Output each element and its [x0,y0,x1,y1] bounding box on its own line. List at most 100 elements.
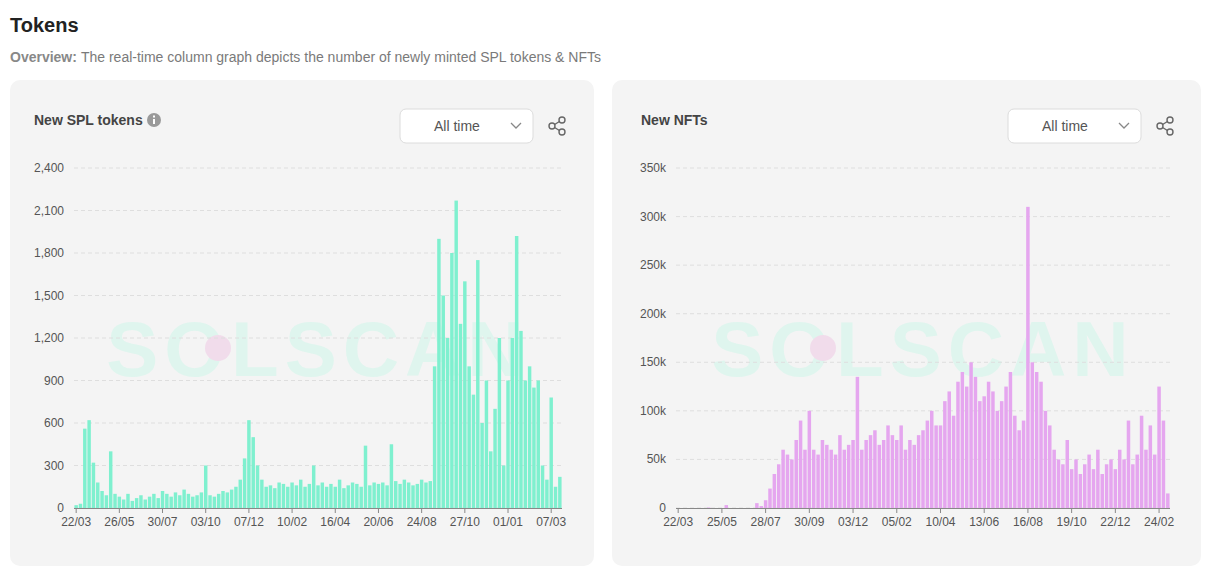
bar [939,425,942,508]
bar [195,495,198,508]
bar [1087,455,1090,508]
x-tick-label: 10/02 [277,515,307,529]
bar [790,459,793,508]
bar [1114,469,1117,508]
x-tick [765,508,766,513]
bar [729,508,732,509]
bar [485,381,488,509]
bar [368,485,371,508]
bar [273,488,276,508]
bar [1118,450,1121,508]
bar [1070,469,1073,508]
range-dropdown[interactable]: All time [400,109,533,143]
bar [794,440,797,508]
bar [342,488,345,508]
x-tick-label: 07/03 [536,515,566,529]
x-tick [984,508,985,513]
chart-panel: New NFTsAll timeSOLSCAN050k100k150k200k2… [612,80,1201,566]
bar [290,483,293,509]
bar [537,381,540,509]
dropdown-text: All time [434,118,480,134]
bar [869,435,872,508]
share-icon[interactable] [549,117,565,135]
bar [424,483,427,509]
page: TokensOverview:The real-time column grap… [0,0,1218,582]
bar [786,455,789,508]
overview-label: Overview: [10,49,77,65]
x-tick [809,508,810,513]
bar [338,480,341,508]
bar [96,483,99,509]
bar [109,451,112,508]
bar [768,489,771,508]
chart-panel: New SPL tokensAll timeSOLSCAN03006009001… [10,80,594,566]
x-tick-label: 30/07 [148,515,178,529]
bar [934,425,937,508]
x-tick-label: 01/01 [493,515,523,529]
bars [74,201,561,508]
dropdown-box [1008,109,1141,143]
bar [118,497,121,508]
bar [532,388,535,508]
x-tick-label: 28/07 [751,515,781,529]
bar [454,201,457,508]
bar [834,455,837,508]
dropdown-chevron [1119,123,1129,128]
grid-line [74,253,562,254]
bar [1096,450,1099,508]
bar [321,483,324,509]
range-dropdown[interactable]: All time [1008,109,1141,143]
bar [511,338,514,508]
share-lines [555,122,560,131]
info-icon-bar [153,119,155,124]
x-tick-label: 27/10 [450,515,480,529]
bar [213,497,216,508]
bar [364,446,367,508]
bar [1017,430,1020,508]
bar [264,487,267,508]
bar [1074,459,1077,508]
bar [239,480,242,508]
bar [221,491,224,508]
bar [506,381,509,509]
chart-title: New SPL tokens [34,112,143,128]
bar [498,338,501,508]
x-tick [162,508,163,513]
bar [1109,459,1112,508]
bar [676,508,679,509]
share-icon[interactable] [1157,117,1173,135]
bar [961,372,964,508]
info-icon-circle [147,113,161,127]
x-tick [335,508,336,513]
bar [882,440,885,508]
bar [681,508,684,509]
share-node [1157,123,1163,129]
y-axis: 03006009001,2001,5001,8002,1002,400 [34,161,562,515]
bar [1061,464,1064,508]
bar [921,430,924,508]
bar [1057,459,1060,508]
bar [716,508,719,509]
bar [144,500,147,509]
bar [251,437,254,508]
bar [476,260,479,508]
bar [878,445,881,508]
bar [200,492,203,508]
y-tick-label: 300k [640,210,667,224]
bar [269,485,272,508]
bar [777,464,780,508]
bar [733,508,736,509]
bar [282,484,285,508]
x-tick-label: 05/02 [882,515,912,529]
bar [974,377,977,508]
bar [178,495,181,508]
bar [1009,372,1012,508]
bar [502,466,505,509]
grid-line [74,168,562,169]
bar [429,481,432,508]
bar [742,508,745,509]
bar [1166,493,1169,508]
bar [886,425,889,508]
bar [952,416,955,508]
grid-line [676,216,1170,217]
